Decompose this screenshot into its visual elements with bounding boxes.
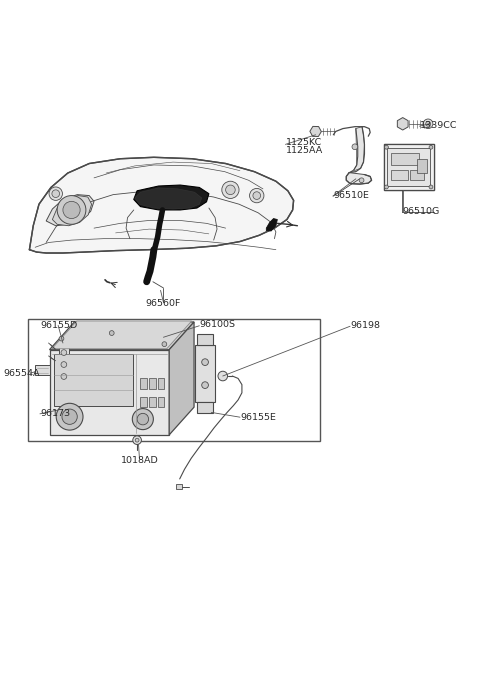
Circle shape (423, 119, 433, 128)
Polygon shape (35, 364, 49, 375)
Polygon shape (195, 345, 215, 403)
Polygon shape (157, 379, 164, 390)
Text: 96510E: 96510E (333, 191, 369, 200)
Circle shape (135, 438, 139, 442)
Polygon shape (54, 353, 133, 406)
Circle shape (162, 342, 167, 346)
Bar (391, 153, 420, 165)
Polygon shape (52, 321, 192, 348)
Text: 1018AD: 1018AD (120, 456, 158, 464)
Circle shape (62, 409, 77, 425)
Circle shape (61, 362, 67, 368)
Bar (384, 144, 434, 190)
Polygon shape (384, 144, 434, 190)
Circle shape (253, 192, 261, 200)
Circle shape (384, 185, 388, 189)
Circle shape (63, 201, 80, 219)
Text: 96173: 96173 (40, 410, 70, 418)
Circle shape (426, 121, 431, 126)
Circle shape (359, 178, 364, 182)
Polygon shape (149, 379, 156, 390)
Bar (391, 169, 408, 180)
Text: 1125KC: 1125KC (286, 139, 322, 147)
Text: 96198: 96198 (350, 321, 380, 330)
Polygon shape (176, 484, 182, 489)
Circle shape (137, 414, 149, 425)
Circle shape (49, 187, 62, 200)
Circle shape (352, 144, 358, 150)
Polygon shape (346, 173, 372, 184)
Circle shape (61, 350, 67, 355)
Text: 1339CC: 1339CC (420, 121, 457, 130)
Circle shape (109, 331, 114, 335)
Bar (417, 158, 427, 173)
Text: 1125AA: 1125AA (286, 145, 323, 154)
Text: 96510G: 96510G (403, 207, 440, 216)
Circle shape (226, 185, 235, 195)
Polygon shape (197, 334, 213, 345)
Bar (28, 319, 321, 441)
Circle shape (202, 359, 208, 366)
Polygon shape (141, 397, 147, 407)
Polygon shape (157, 397, 164, 407)
Polygon shape (29, 157, 294, 253)
Circle shape (429, 185, 433, 189)
Circle shape (57, 196, 86, 224)
Circle shape (56, 403, 83, 430)
Polygon shape (49, 322, 194, 350)
Bar (410, 169, 424, 180)
Circle shape (61, 374, 67, 379)
Polygon shape (134, 185, 209, 210)
Polygon shape (49, 350, 169, 435)
Polygon shape (135, 188, 202, 209)
Polygon shape (46, 195, 94, 226)
Circle shape (132, 409, 154, 429)
Circle shape (133, 436, 142, 445)
Polygon shape (197, 403, 213, 413)
Circle shape (202, 382, 208, 388)
Circle shape (52, 190, 60, 198)
Circle shape (250, 189, 264, 203)
Circle shape (218, 371, 228, 381)
Text: 96155E: 96155E (240, 413, 276, 422)
Polygon shape (141, 379, 147, 390)
Polygon shape (169, 322, 194, 435)
Circle shape (222, 181, 239, 198)
Circle shape (429, 145, 433, 149)
Text: 96554A: 96554A (3, 368, 39, 378)
Circle shape (384, 145, 388, 149)
Text: 96155D: 96155D (40, 321, 77, 330)
Polygon shape (52, 196, 92, 226)
Bar (387, 148, 430, 186)
Text: 96100S: 96100S (199, 320, 235, 329)
Polygon shape (149, 397, 156, 407)
Polygon shape (266, 219, 277, 231)
Polygon shape (349, 127, 364, 173)
Polygon shape (59, 345, 69, 383)
Circle shape (59, 336, 64, 341)
Text: 96560F: 96560F (146, 299, 181, 308)
